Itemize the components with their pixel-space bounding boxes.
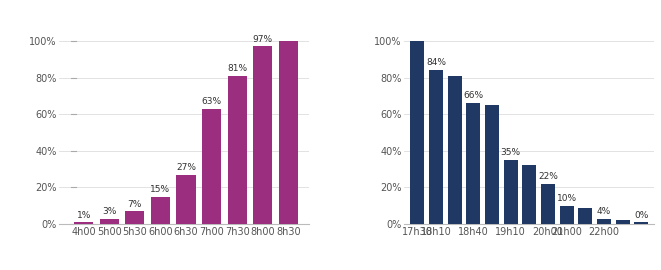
Text: 0%: 0% bbox=[634, 211, 648, 220]
Text: 22%: 22% bbox=[538, 172, 558, 181]
Text: 66%: 66% bbox=[463, 92, 483, 100]
Text: 4%: 4% bbox=[597, 207, 611, 216]
Bar bbox=[485, 105, 499, 224]
Text: 27%: 27% bbox=[176, 163, 196, 172]
Bar bbox=[74, 222, 93, 224]
Bar bbox=[151, 197, 170, 224]
Text: 97%: 97% bbox=[253, 35, 273, 44]
Text: 10%: 10% bbox=[557, 194, 577, 203]
Bar bbox=[176, 175, 196, 224]
Bar bbox=[447, 76, 462, 224]
Text: 35%: 35% bbox=[500, 148, 521, 157]
Text: 1%: 1% bbox=[77, 211, 91, 220]
Text: 15%: 15% bbox=[151, 185, 171, 194]
Bar bbox=[597, 219, 611, 224]
Text: 84%: 84% bbox=[426, 58, 446, 68]
Bar bbox=[126, 211, 145, 224]
Bar bbox=[578, 208, 592, 224]
Bar bbox=[410, 41, 424, 224]
Text: 7%: 7% bbox=[128, 200, 142, 208]
Bar bbox=[560, 206, 574, 224]
Text: 3%: 3% bbox=[102, 207, 116, 216]
Bar bbox=[541, 184, 555, 224]
Bar bbox=[429, 70, 443, 224]
Bar bbox=[253, 46, 272, 224]
Bar bbox=[100, 219, 119, 224]
Bar bbox=[227, 76, 247, 224]
Bar bbox=[202, 109, 221, 224]
Bar bbox=[615, 220, 630, 224]
Bar bbox=[279, 41, 298, 224]
Bar bbox=[635, 222, 648, 224]
Bar bbox=[522, 166, 537, 224]
Text: 81%: 81% bbox=[227, 64, 247, 73]
Text: 63%: 63% bbox=[202, 97, 221, 106]
Bar bbox=[504, 160, 518, 224]
Bar bbox=[467, 103, 481, 224]
